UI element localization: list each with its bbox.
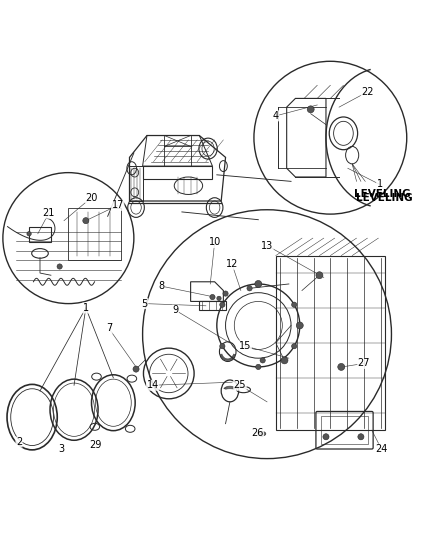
Bar [321,416,368,444]
Circle shape [307,106,314,113]
Text: 1: 1 [83,303,89,313]
Circle shape [358,434,364,440]
Text: 8: 8 [158,281,164,291]
Circle shape [217,296,221,301]
Text: 27: 27 [358,358,370,368]
Text: LEVELING: LEVELING [356,192,412,203]
Text: 1: 1 [377,180,383,189]
Circle shape [292,302,297,308]
Text: 4: 4 [273,111,279,121]
Circle shape [296,322,303,329]
Circle shape [259,431,265,437]
Text: 10: 10 [208,238,221,247]
Circle shape [338,364,345,370]
Text: 29: 29 [90,440,102,450]
Text: 15: 15 [239,341,251,351]
Text: 2: 2 [16,437,22,447]
Circle shape [220,302,225,308]
Text: 22: 22 [361,87,374,97]
Circle shape [256,364,261,369]
Text: 7: 7 [106,324,112,334]
Circle shape [210,294,215,300]
Circle shape [255,280,262,287]
Text: 17: 17 [112,200,124,211]
Circle shape [83,217,89,224]
Text: 26: 26 [251,429,264,438]
Text: 12: 12 [226,260,238,269]
Text: 14: 14 [146,380,159,390]
Circle shape [220,344,225,349]
Circle shape [27,231,31,236]
Text: 24: 24 [375,444,388,454]
Circle shape [247,286,252,291]
Circle shape [223,291,228,296]
Circle shape [281,357,288,364]
Circle shape [57,264,62,269]
Circle shape [133,366,139,372]
Text: 3: 3 [59,444,65,454]
Circle shape [260,358,265,363]
Text: 20: 20 [85,192,98,203]
Circle shape [323,434,329,440]
Circle shape [292,344,297,349]
Text: LEVELING: LEVELING [354,189,411,199]
Text: 13: 13 [261,240,273,251]
Text: 5: 5 [141,298,148,309]
Text: 25: 25 [234,380,246,390]
Text: 21: 21 [42,208,55,218]
Circle shape [316,272,323,279]
Circle shape [256,281,261,287]
Text: 9: 9 [172,305,178,315]
